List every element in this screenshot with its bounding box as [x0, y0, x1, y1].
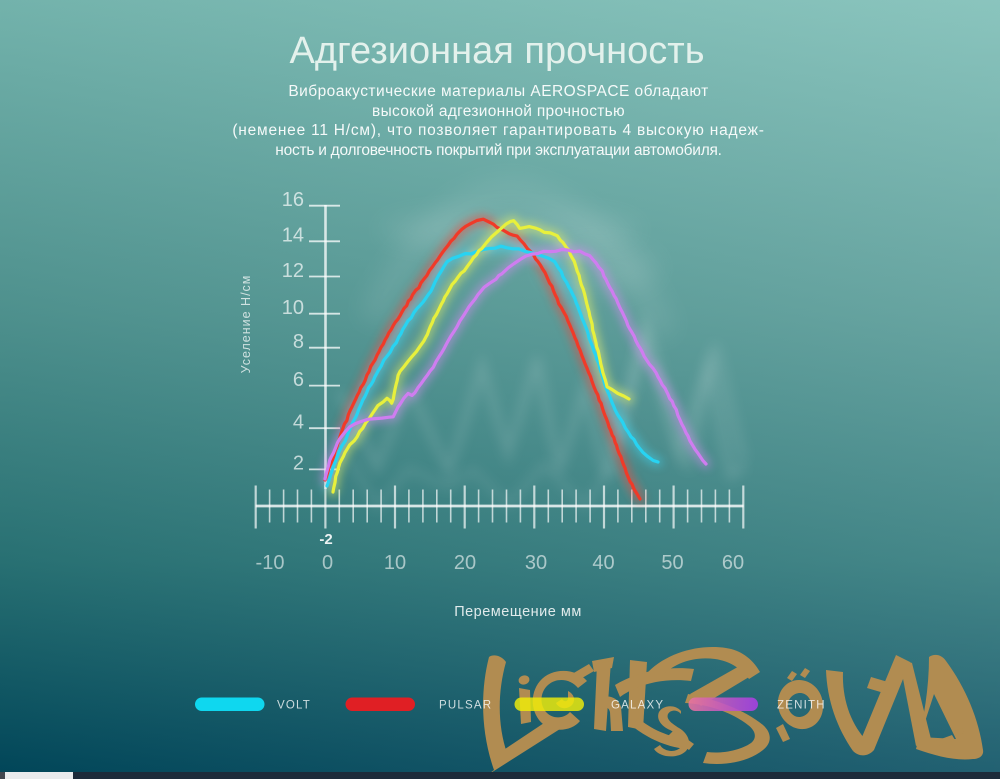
svg-text:8: 8 — [293, 331, 304, 353]
svg-text:PULSAR: PULSAR — [439, 700, 492, 712]
svg-text:-2: -2 — [319, 531, 332, 548]
svg-text:Перемещение мм: Перемещение мм — [454, 604, 582, 620]
svg-text:Уселение Н/см: Уселение Н/см — [239, 275, 253, 374]
svg-text:2: 2 — [293, 453, 304, 475]
svg-text:30: 30 — [525, 552, 547, 574]
svg-text:40: 40 — [592, 552, 614, 574]
svg-text:10: 10 — [384, 552, 406, 574]
svg-text:VOLT: VOLT — [277, 700, 311, 712]
svg-text:60: 60 — [722, 552, 744, 574]
svg-text:16: 16 — [282, 189, 304, 211]
svg-text:14: 14 — [282, 225, 304, 247]
svg-text:-10: -10 — [256, 552, 285, 574]
svg-text:ZENITH: ZENITH — [777, 700, 826, 712]
svg-text:20: 20 — [454, 552, 476, 574]
svg-text:GALAXY: GALAXY — [611, 700, 664, 712]
svg-text:12: 12 — [282, 260, 304, 282]
svg-text:4: 4 — [293, 412, 304, 434]
svg-text:10: 10 — [282, 297, 304, 319]
svg-text:6: 6 — [293, 369, 304, 391]
svg-text:50: 50 — [661, 552, 683, 574]
svg-text:0: 0 — [322, 552, 333, 574]
